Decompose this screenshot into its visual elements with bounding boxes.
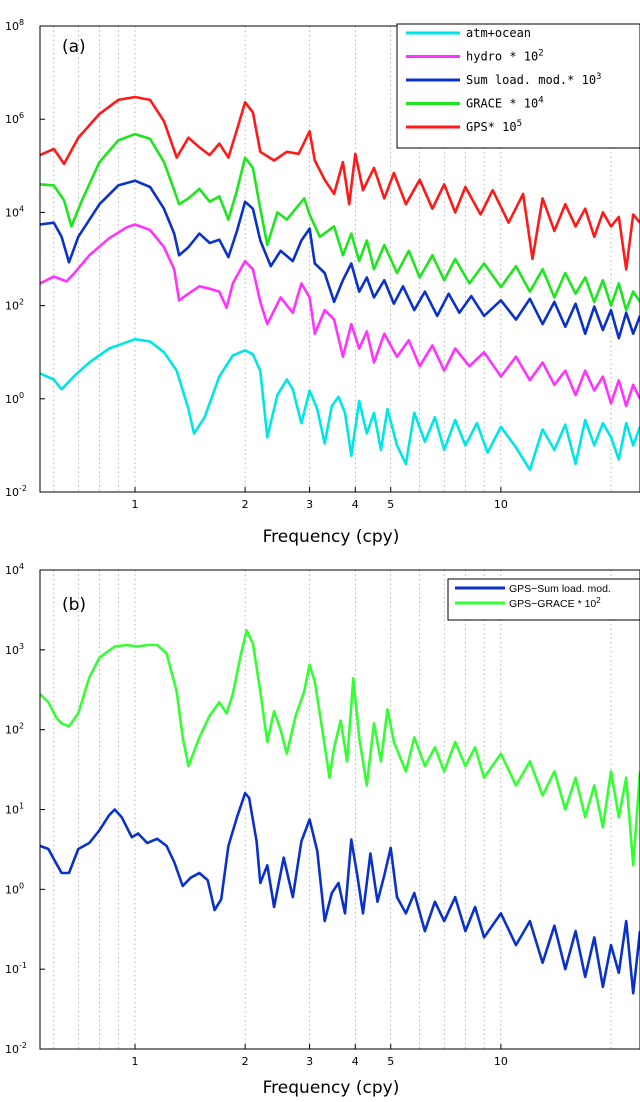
y-tick-label: 100 <box>5 391 24 406</box>
x-tick-label: 5 <box>387 1055 394 1068</box>
x-tick-label: 2 <box>242 1055 249 1068</box>
chart-a: 1 2 3 4 5 10 10-2 100 102 104 106 108 (a) Frequency… <box>5 18 640 547</box>
chart-b-plot-area <box>39 629 640 995</box>
y-tick-label: 106 <box>5 111 24 126</box>
plot-frame <box>39 25 640 493</box>
legend-label: atm+ocean <box>466 26 531 40</box>
x-tick-label: 4 <box>352 1055 359 1068</box>
y-tick-label: 10-1 <box>5 961 27 976</box>
y-tick-label: 100 <box>5 881 24 896</box>
x-tick-label: 3 <box>306 498 313 511</box>
x-tick-label: 4 <box>352 498 359 511</box>
y-tick-label: 104 <box>5 204 24 219</box>
series-line-3 <box>39 132 640 312</box>
chart-a-panel-label: (a) <box>62 37 86 57</box>
series-line-0 <box>39 337 640 472</box>
x-tick-label: 10 <box>494 1055 508 1068</box>
y-tick-label: 10-2 <box>5 484 27 499</box>
legend-box <box>447 578 640 621</box>
x-tick-label: 1 <box>131 1055 138 1068</box>
legend-label: GPS* 105 <box>466 119 522 134</box>
chart-b: 1 2 3 4 5 10 10-2 10-1 100 101 102 103 104 (b) Frequ… <box>5 562 640 1098</box>
legend-label: GPS−GRACE * 102 <box>509 596 601 610</box>
chart-b-panel-label: (b) <box>62 595 86 615</box>
chart-a-x-axis-label: Frequency (cpy) <box>263 527 400 547</box>
legend-label: Sum load. mod.* 103 <box>466 72 601 87</box>
legend-label: GRACE * 104 <box>466 96 544 111</box>
chart-a-axes: 1 2 3 4 5 10 10-2 100 102 104 106 108 <box>5 18 640 511</box>
series-line-2 <box>39 179 640 340</box>
chart-b-legend: GPS−Sum load. mod.GPS−GRACE * 102 <box>447 578 640 621</box>
legend-label: hydro * 102 <box>466 49 544 64</box>
series-line-1 <box>39 629 640 867</box>
chart-a-legend: atm+ocean hydro * 102 Sum load. mod.* 103 G… <box>396 23 640 149</box>
y-tick-label: 104 <box>5 562 24 577</box>
x-tick-label: 10 <box>494 498 508 511</box>
x-tick-label: 3 <box>306 1055 313 1068</box>
y-tick-label: 101 <box>5 802 24 817</box>
chart-b-axes: 1 2 3 4 5 10 10-2 10-1 100 101 102 103 104 <box>5 562 640 1068</box>
y-tick-label: 10-2 <box>5 1041 27 1056</box>
y-tick-label: 108 <box>5 18 24 33</box>
y-tick-label: 102 <box>5 298 24 313</box>
x-tick-label: 2 <box>242 498 249 511</box>
x-tick-label: 5 <box>387 498 394 511</box>
legend-label: GPS−Sum load. mod. <box>509 583 611 595</box>
y-tick-label: 103 <box>5 642 24 657</box>
series-line-4 <box>39 95 640 271</box>
plot-frame <box>39 569 640 1050</box>
chart-a-plot-area <box>39 95 640 472</box>
series-line-0 <box>39 791 640 995</box>
chart-b-grid <box>53 570 612 1049</box>
x-tick-label: 1 <box>131 498 138 511</box>
chart-b-x-axis-label: Frequency (cpy) <box>263 1078 400 1098</box>
series-line-1 <box>39 223 640 408</box>
y-tick-label: 102 <box>5 722 24 737</box>
